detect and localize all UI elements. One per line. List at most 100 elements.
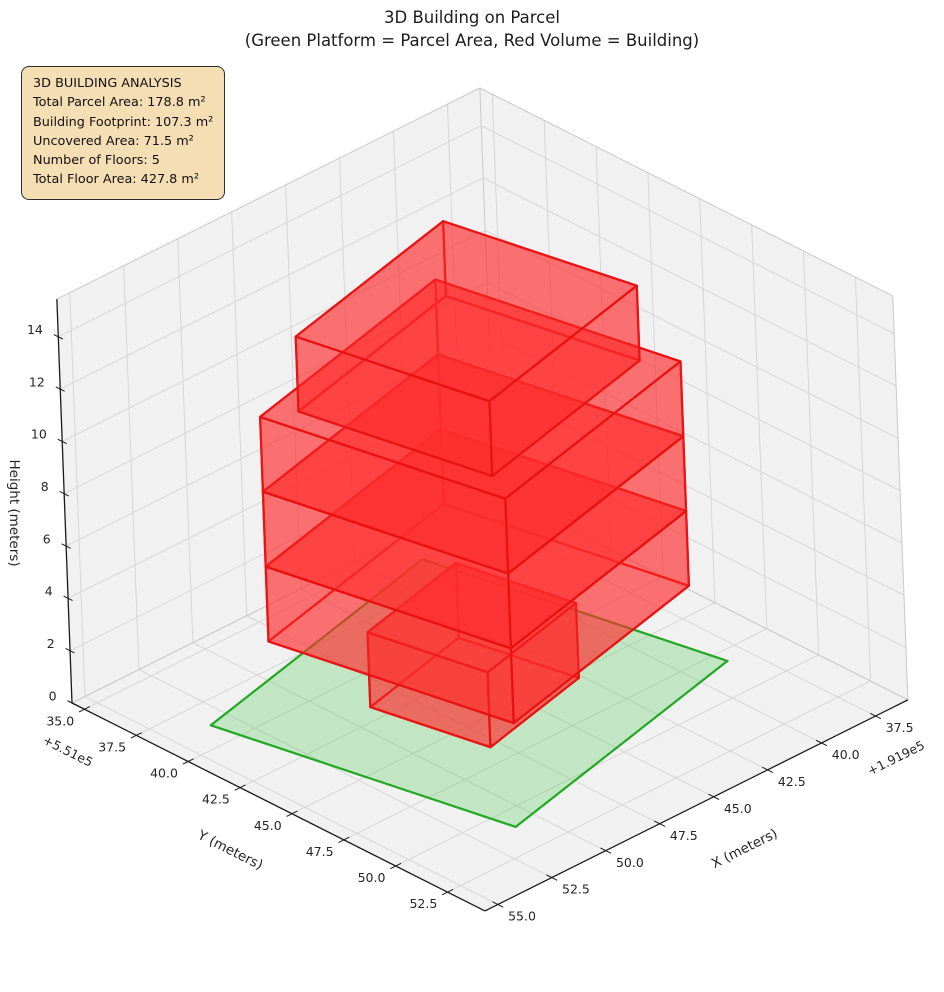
x-tick-label: 47.5	[670, 828, 698, 843]
y-axis-spine	[71, 702, 486, 912]
z-tick-label: 2	[47, 636, 55, 651]
info-line-footprint: Building Footprint: 107.3 m²	[33, 114, 214, 130]
gridline-wall-x	[69, 292, 86, 697]
gridline-back-wall-z	[481, 125, 895, 335]
box-edge-top-left	[56, 87, 481, 300]
gridline-floor-y	[84, 497, 508, 710]
z-axis-label: Height (meters)	[6, 459, 22, 566]
info-line-parcel-area: Total Parcel Area: 178.8 m²	[33, 95, 206, 111]
gridline-floor-y	[187, 549, 612, 762]
gridline-floor-x	[192, 642, 606, 852]
z-tick-mark	[53, 334, 63, 340]
x-tick-mark	[654, 820, 666, 827]
box-edge-top-back	[479, 87, 893, 297]
y-tick-label: 47.5	[306, 844, 334, 859]
gridline-left-wall-z	[67, 386, 492, 599]
x-tick-label: 52.5	[562, 882, 590, 897]
x-tick-mark	[815, 739, 828, 747]
info-line-uncovered: Uncovered Area: 71.5 m²	[33, 133, 194, 149]
gridline-back-wall-z	[484, 229, 899, 439]
y-axis-label: Y (meters)	[194, 827, 265, 874]
x-axis-offset-text: +1.919e5	[865, 737, 927, 778]
z-tick-label: 4	[45, 584, 53, 599]
gridline-wall-y	[647, 172, 664, 577]
gridline-floor-y	[291, 602, 716, 815]
y-tick-mark	[441, 889, 454, 896]
z-tick-label: 0	[49, 688, 57, 703]
y-tick-mark	[286, 810, 298, 817]
chart-subtitle: (Green Platform = Parcel Area, Red Volum…	[244, 31, 700, 50]
x-tick-label: 37.5	[886, 720, 914, 735]
y-axis-offset-text: +5.51e5	[41, 732, 96, 770]
gridline-left-wall-z	[58, 125, 482, 338]
gridline-back-wall-z	[488, 334, 903, 544]
gridline-left-wall-z	[60, 177, 484, 390]
y-tick-label: 52.5	[409, 896, 437, 911]
y-tick-mark	[130, 732, 142, 739]
z-tick-label: 14	[27, 322, 43, 337]
y-tick-label: 35.0	[46, 713, 74, 728]
x-tick-label: 42.5	[778, 774, 806, 789]
x-tick-mark	[869, 712, 882, 720]
y-tick-mark	[234, 784, 246, 791]
chart-title-block: 3D Building on Parcel (Green Platform = …	[0, 6, 944, 52]
y-tick-label: 45.0	[254, 818, 282, 833]
gridline-wall-x	[285, 184, 302, 589]
x-tick-mark	[492, 901, 504, 908]
building-floor-4-face	[259, 415, 510, 575]
x-axis-label: X (meters)	[709, 826, 780, 872]
pane-back-wall	[479, 88, 908, 700]
box-edge-floor-left	[71, 491, 496, 704]
info-line-floor-area: Total Floor Area: 427.8 m²	[33, 172, 199, 188]
gridline-wall-x	[339, 157, 356, 562]
gridline-floor-y	[239, 576, 664, 789]
gridline-floor-x	[462, 507, 876, 717]
building-floor-5-face	[294, 335, 494, 478]
x-axis-spine	[484, 699, 909, 912]
info-line-floors: Number of Floors: 5	[33, 153, 160, 169]
info-line-heading: 3D BUILDING ANALYSIS	[33, 76, 182, 91]
z-tick-mark	[57, 438, 67, 445]
x-tick-mark	[546, 874, 558, 881]
box-edge-floor-back	[494, 491, 909, 701]
z-tick-mark	[67, 700, 77, 706]
y-tick-mark	[390, 862, 402, 870]
y-tick-label: 40.0	[150, 766, 178, 781]
gridline-floor-x	[84, 696, 499, 905]
z-tick-mark	[63, 595, 73, 602]
gridline-wall-y	[699, 198, 716, 603]
gridline-floor-x	[300, 588, 714, 798]
gridline-floor-x	[138, 669, 553, 879]
z-tick-mark	[65, 647, 75, 654]
z-tick-label: 6	[43, 531, 51, 546]
z-tick-mark	[61, 543, 71, 549]
gridline-wall-x	[231, 211, 248, 616]
building-floor-1-face	[366, 631, 492, 749]
y-tick-label: 50.0	[358, 870, 386, 885]
gridline-floor-y	[447, 680, 871, 893]
gridline-wall-y	[854, 277, 872, 682]
gridline-floor-y	[136, 523, 560, 736]
gridline-wall-x	[123, 265, 140, 670]
y-tick-mark	[182, 758, 194, 765]
gridline-floor-y	[343, 628, 768, 841]
x-tick-mark	[708, 793, 720, 800]
z-tick-label: 10	[31, 427, 47, 442]
x-tick-label: 40.0	[832, 747, 860, 762]
gridline-wall-x	[393, 131, 410, 536]
gridline-floor-y	[395, 654, 819, 867]
x-tick-label: 50.0	[616, 855, 644, 870]
box-edge-vertical-right	[892, 295, 909, 700]
box-edge-vertical-back	[479, 87, 496, 492]
y-tick-label: 37.5	[98, 739, 126, 754]
gridline-left-wall-z	[69, 439, 494, 652]
gridline-left-wall-z	[61, 229, 486, 442]
gridline-wall-x	[446, 104, 464, 509]
gridline-wall-y	[803, 250, 820, 655]
x-tick-mark	[762, 766, 774, 774]
gridline-floor-x	[354, 561, 768, 771]
y-tick-label: 42.5	[202, 792, 230, 807]
z-tick-mark	[59, 491, 69, 497]
z-tick-mark	[55, 386, 65, 392]
